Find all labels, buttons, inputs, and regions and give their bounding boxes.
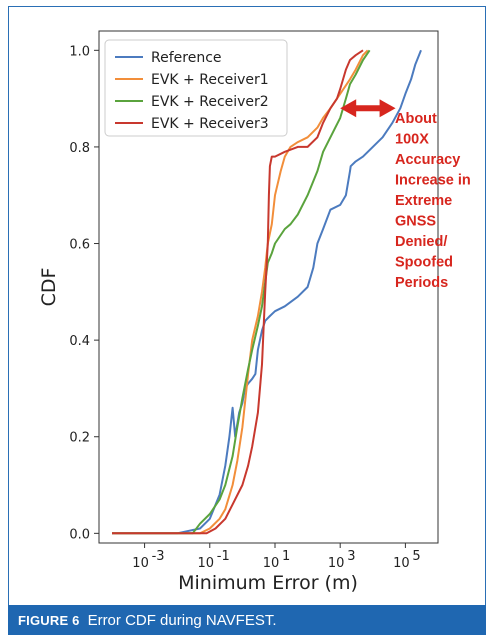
annotation-text-line: 100X bbox=[395, 132, 429, 148]
x-tick-label: 10 bbox=[328, 556, 345, 571]
cdf-chart: 10 -3 10 -1 10 1 10 3 10 50.00.20.40.60.81.0 Refe… bbox=[38, 30, 471, 594]
annotation-arrow-head-right bbox=[379, 99, 396, 118]
x-tick-label: 10 bbox=[393, 556, 410, 571]
x-tick-label: 10 bbox=[198, 556, 215, 571]
x-axis-title: Minimum Error (m) bbox=[178, 572, 358, 594]
y-tick-label: 1.0 bbox=[69, 44, 90, 59]
x-tick-exponent: -1 bbox=[217, 549, 230, 564]
x-tick-exponent: -3 bbox=[152, 549, 165, 564]
legend-label: Reference bbox=[151, 50, 222, 66]
x-tick-label: 10 bbox=[263, 556, 280, 571]
x-tick-exponent: 5 bbox=[412, 549, 420, 564]
annotation: About 100X Accuracy Increase in Extreme GNSS D… bbox=[340, 99, 471, 291]
figure-caption: FIGURE 6 Error CDF during NAVFEST. bbox=[8, 605, 486, 635]
annotation-arrow-head-left bbox=[340, 99, 357, 118]
annotation-text-line: GNSS bbox=[395, 214, 436, 230]
x-tick-exponent: 3 bbox=[347, 549, 355, 564]
y-tick-label: 0.6 bbox=[69, 238, 90, 253]
legend-label: EVK + Receiver2 bbox=[151, 94, 269, 110]
legend-label: EVK + Receiver1 bbox=[151, 72, 269, 88]
series-line-1 bbox=[112, 49, 422, 535]
figure-title: Error CDF during NAVFEST. bbox=[87, 611, 277, 629]
y-tick-label: 0.2 bbox=[69, 431, 90, 446]
annotation-text-line: Increase in bbox=[395, 173, 471, 189]
x-tick-label: 10 bbox=[132, 556, 149, 571]
legend-label: EVK + Receiver3 bbox=[151, 116, 269, 132]
annotation-text-line: Denied/ bbox=[395, 234, 447, 250]
y-axis-title: CDF bbox=[38, 268, 60, 307]
series-line-3 bbox=[112, 49, 371, 535]
series-line-4 bbox=[112, 49, 364, 535]
legend: Reference EVK + Receiver1 EVK + Receiver2 E… bbox=[104, 39, 288, 137]
figure-label: FIGURE 6 bbox=[18, 612, 80, 628]
annotation-text-line: Spoofed bbox=[395, 255, 453, 271]
x-tick-exponent: 1 bbox=[282, 549, 290, 564]
annotation-text-line: About bbox=[395, 111, 437, 127]
y-tick-label: 0.8 bbox=[69, 141, 90, 156]
annotation-text-line: Extreme bbox=[395, 193, 452, 209]
legend-box bbox=[104, 39, 288, 137]
y-tick-label: 0.0 bbox=[69, 527, 90, 542]
annotation-text-line: Accuracy bbox=[395, 152, 460, 168]
annotation-text-line: Periods bbox=[395, 275, 448, 291]
figure-frame: 10 -3 10 -1 10 1 10 3 10 5 0.0 0.2 0.4 0.6 0.8 1.0 Refe… bbox=[8, 6, 486, 606]
y-tick-label: 0.4 bbox=[69, 334, 90, 349]
